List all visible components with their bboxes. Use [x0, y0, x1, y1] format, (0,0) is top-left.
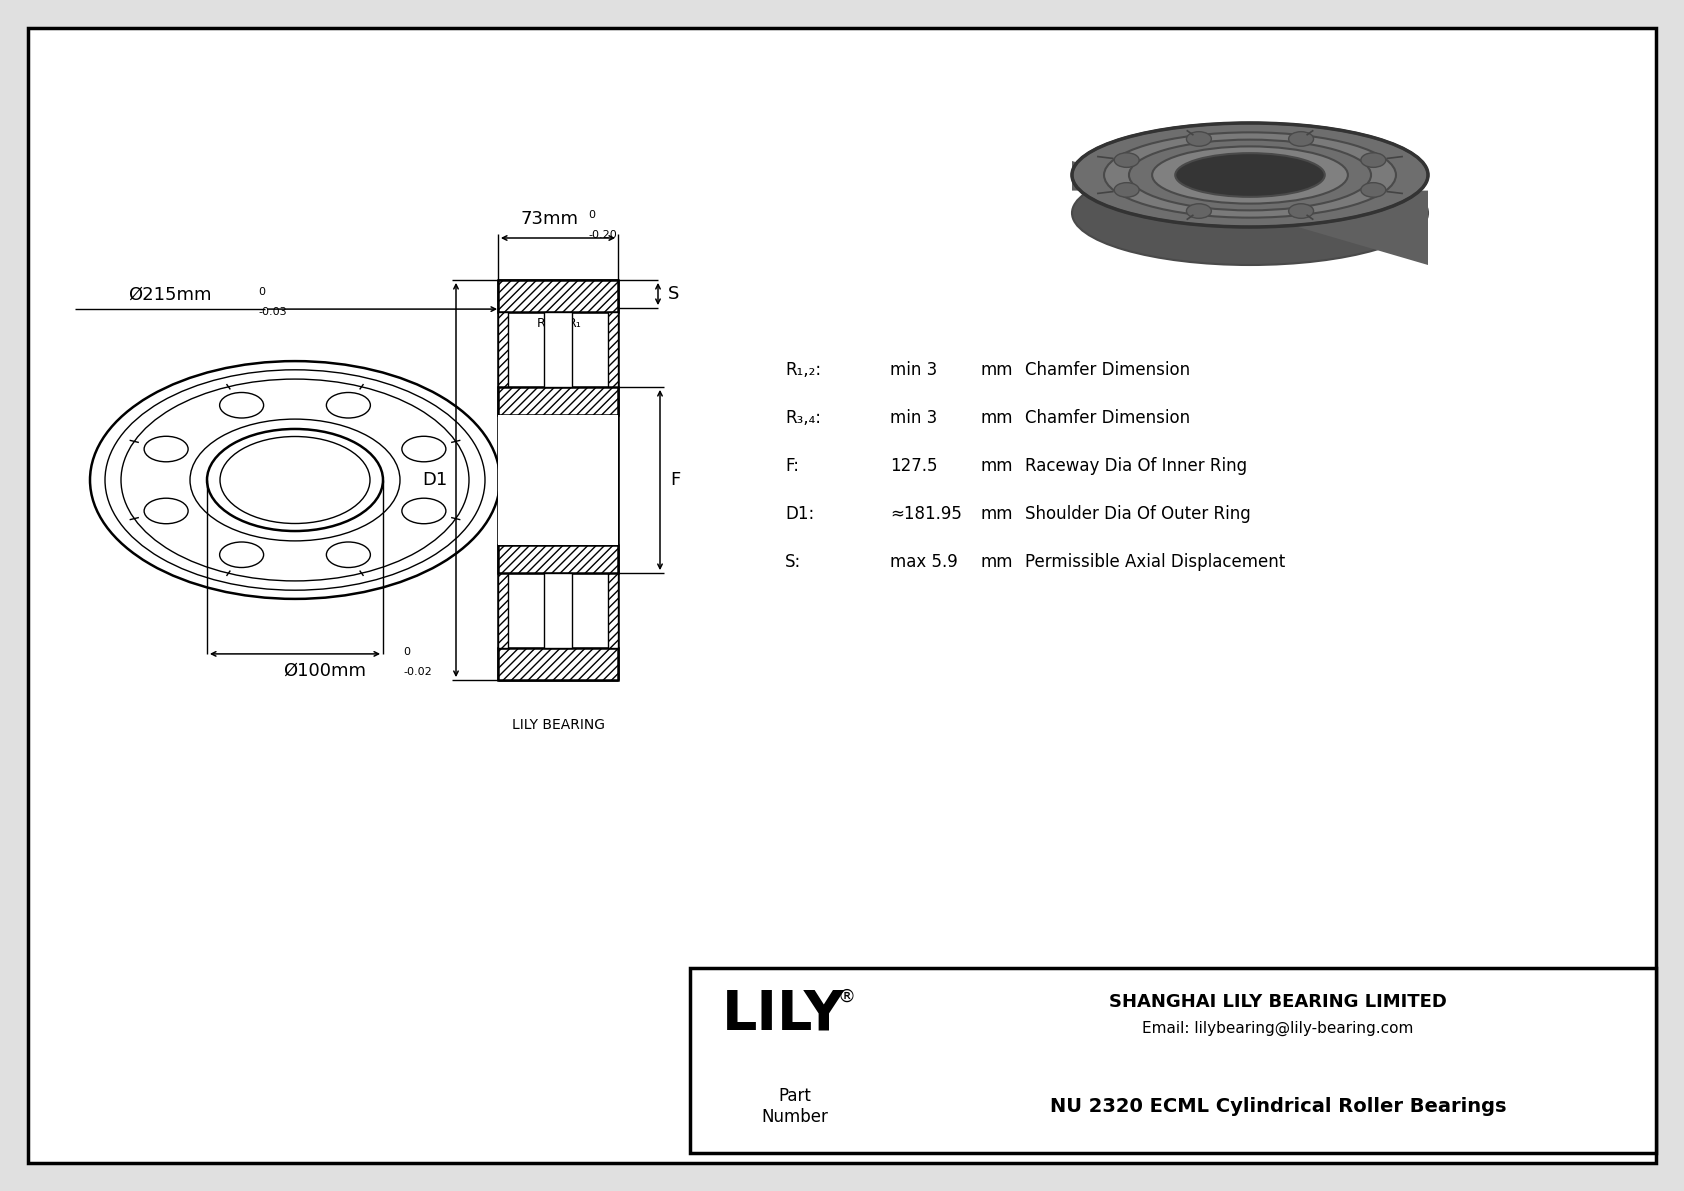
Ellipse shape	[145, 498, 189, 524]
Text: 0: 0	[588, 210, 594, 220]
Text: R₄: R₄	[510, 403, 524, 416]
Text: -0.03: -0.03	[258, 307, 286, 317]
Text: 0: 0	[258, 287, 264, 297]
Text: SHANGHAI LILY BEARING LIMITED: SHANGHAI LILY BEARING LIMITED	[1110, 993, 1447, 1011]
Ellipse shape	[219, 393, 264, 418]
Text: mm: mm	[980, 457, 1012, 475]
Ellipse shape	[1187, 132, 1211, 146]
Text: S:: S:	[785, 553, 802, 570]
Text: D1:: D1:	[785, 505, 815, 523]
Ellipse shape	[1128, 139, 1371, 211]
Text: -0.02: -0.02	[402, 667, 431, 676]
Text: min 3: min 3	[891, 409, 938, 428]
Bar	[498, 312, 509, 648]
Ellipse shape	[1115, 152, 1138, 168]
Text: ®: ®	[839, 987, 855, 1005]
Text: Ø215mm: Ø215mm	[128, 286, 212, 304]
Text: F:: F:	[785, 457, 798, 475]
Text: max 5.9: max 5.9	[891, 553, 958, 570]
Text: 73mm: 73mm	[520, 210, 579, 227]
Ellipse shape	[1175, 154, 1325, 197]
Ellipse shape	[221, 436, 370, 524]
Text: D1: D1	[423, 470, 448, 490]
Bar	[498, 387, 618, 414]
Ellipse shape	[1152, 146, 1347, 204]
Text: mm: mm	[980, 361, 1012, 379]
Bar	[544, 312, 573, 387]
Ellipse shape	[1105, 132, 1396, 218]
Bar	[498, 414, 618, 545]
Ellipse shape	[327, 542, 370, 567]
Ellipse shape	[1361, 182, 1386, 198]
Ellipse shape	[1288, 132, 1314, 146]
Text: S: S	[669, 285, 679, 303]
Ellipse shape	[219, 542, 264, 567]
Text: Chamfer Dimension: Chamfer Dimension	[1026, 409, 1191, 428]
Ellipse shape	[402, 498, 446, 524]
Text: R₁,₂:: R₁,₂:	[785, 361, 822, 379]
Text: mm: mm	[980, 409, 1012, 428]
Text: Raceway Dia Of Inner Ring: Raceway Dia Of Inner Ring	[1026, 457, 1248, 475]
Text: 127.5: 127.5	[891, 457, 938, 475]
Text: Part
Number: Part Number	[761, 1087, 829, 1127]
Text: mm: mm	[980, 553, 1012, 570]
Ellipse shape	[327, 393, 370, 418]
Text: LILY BEARING: LILY BEARING	[512, 718, 605, 732]
Text: R₁: R₁	[568, 317, 581, 330]
Text: Permissible Axial Displacement: Permissible Axial Displacement	[1026, 553, 1285, 570]
Text: min 3: min 3	[891, 361, 938, 379]
Ellipse shape	[402, 436, 446, 462]
Text: R₃: R₃	[500, 389, 514, 403]
Bar	[608, 312, 618, 648]
Ellipse shape	[1115, 182, 1138, 198]
Bar	[690, 968, 1655, 1153]
Text: F: F	[670, 470, 680, 490]
Text: LILY: LILY	[721, 987, 844, 1041]
Ellipse shape	[1288, 204, 1314, 218]
Text: NU 2320 ECML Cylindrical Roller Bearings: NU 2320 ECML Cylindrical Roller Bearings	[1049, 1097, 1505, 1116]
Ellipse shape	[145, 436, 189, 462]
Bar	[498, 280, 618, 312]
Text: Shoulder Dia Of Outer Ring: Shoulder Dia Of Outer Ring	[1026, 505, 1251, 523]
Text: Email: lilybearing@lily-bearing.com: Email: lilybearing@lily-bearing.com	[1142, 1021, 1413, 1036]
Text: Chamfer Dimension: Chamfer Dimension	[1026, 361, 1191, 379]
Ellipse shape	[1187, 204, 1211, 218]
Ellipse shape	[1073, 161, 1428, 266]
Bar	[498, 545, 618, 573]
Text: R₃,₄:: R₃,₄:	[785, 409, 822, 428]
Text: ≈181.95: ≈181.95	[891, 505, 962, 523]
Text: mm: mm	[980, 505, 1012, 523]
Ellipse shape	[1073, 123, 1428, 227]
Text: -0.20: -0.20	[588, 230, 616, 241]
Polygon shape	[1073, 161, 1428, 266]
Text: R₂: R₂	[536, 317, 551, 330]
Ellipse shape	[1361, 152, 1386, 168]
Text: Ø100mm: Ø100mm	[283, 662, 367, 680]
Bar	[544, 573, 573, 648]
Text: 0: 0	[402, 647, 409, 657]
Bar	[498, 648, 618, 680]
